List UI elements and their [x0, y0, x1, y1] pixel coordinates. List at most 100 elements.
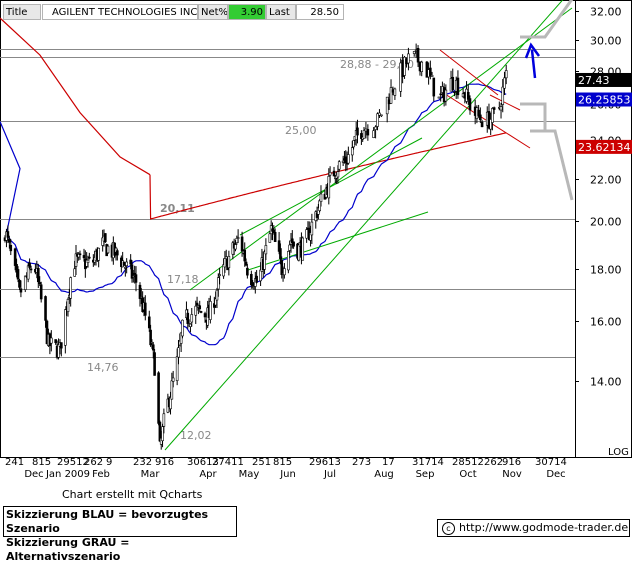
candle-body [153, 352, 156, 376]
x-month-label: Jul [323, 469, 336, 480]
candle-body [134, 274, 138, 283]
trend-channel-line [239, 137, 423, 236]
level-annotation: 14,76 [87, 361, 119, 374]
candle-body [140, 296, 143, 298]
candle-body [437, 96, 441, 99]
candle-body [181, 319, 184, 337]
copyright-icon: c [442, 521, 455, 535]
candle-body [479, 114, 482, 121]
candle-body [23, 275, 27, 290]
x-month-label: Aug [374, 469, 394, 480]
candle-body [341, 160, 345, 163]
trend-channel-line [247, 211, 429, 271]
x-day-label: 28512 [452, 457, 484, 468]
x-month-label: Mar [141, 469, 161, 480]
candle-body [280, 260, 284, 275]
x-day-label: 9 [106, 457, 112, 468]
candle-body [420, 61, 424, 72]
candle-body [372, 130, 375, 138]
candle-body [29, 268, 33, 271]
last-label: Last [266, 4, 296, 20]
level-annotation: 20,11 [160, 202, 195, 215]
candle-body [310, 221, 314, 236]
x-day-label: 30714 [535, 457, 567, 468]
candle-body [268, 233, 272, 243]
instrument-name: AGILENT TECHNOLOGIES INC [42, 4, 198, 20]
x-day-label: 241 [5, 457, 24, 468]
x-day-label: 27411 [212, 457, 244, 468]
candle-body [150, 341, 154, 344]
x-month-label: Nov [502, 469, 522, 480]
net-label: Net% [198, 4, 228, 20]
candle-body [36, 268, 40, 283]
candle-body [161, 426, 164, 442]
blue-scenario-arrowhead [524, 42, 541, 59]
candle-body [350, 147, 354, 156]
candle-body [243, 249, 247, 262]
last-value: 28.50 [296, 4, 344, 20]
candle-body [374, 126, 377, 130]
candle-body [287, 251, 290, 271]
candle-body [477, 109, 480, 116]
price-box [576, 92, 632, 107]
candle-body [54, 339, 57, 343]
candle-body [66, 299, 70, 312]
candle-body [429, 67, 432, 77]
candle-body [328, 171, 332, 176]
candle-body [215, 289, 219, 301]
y-tick-label: 14.00 [590, 376, 622, 389]
candle-body [69, 277, 72, 299]
x-month-label: May [239, 469, 260, 480]
candle-body [489, 119, 492, 130]
candle-body [251, 282, 254, 287]
candle-body [157, 372, 160, 424]
price-box [576, 72, 632, 87]
trend-channel-line [189, 7, 573, 291]
y-scale-label: LOG [608, 447, 629, 458]
candle-body [171, 377, 175, 382]
candle-body [240, 236, 244, 252]
candle-body [319, 193, 323, 202]
scenario-legend: Skizzierung BLAU = bevorzugtes Szenario … [3, 506, 237, 563]
website-link[interactable]: c http://www.godmode-trader.de [437, 519, 630, 537]
candle-body [198, 305, 202, 310]
candle-body [380, 114, 383, 117]
candle-body [250, 273, 253, 286]
level-annotation: 25,00 [285, 124, 317, 137]
x-day-label: 30613 [187, 457, 219, 468]
y-tick-label: 30.00 [590, 35, 622, 48]
candle-body [444, 89, 448, 102]
candle-body [218, 274, 221, 276]
candle-body [97, 247, 100, 261]
candle-body [169, 397, 172, 410]
candle-body [9, 244, 13, 252]
x-month-label: Dec [24, 469, 43, 480]
candle-body [189, 323, 192, 327]
candle-body [337, 161, 341, 170]
candle-body [283, 268, 286, 276]
candle-body [318, 200, 321, 211]
candle-body [246, 267, 249, 276]
candle-body [86, 259, 90, 263]
x-month-label: Jun [279, 469, 296, 480]
x-month-label: Dec [546, 469, 565, 480]
x-day-label: 232 [133, 457, 152, 468]
blue-scenario-arrow [530, 49, 537, 79]
grey-scenario-path [520, 102, 574, 201]
candle-body [6, 231, 10, 238]
candle-body [301, 237, 305, 261]
candle-body [124, 267, 127, 269]
website-url[interactable]: http://www.godmode-trader.de [459, 521, 629, 534]
price-box-label: 26.25853 [578, 94, 631, 107]
x-day-label: 273 [352, 457, 371, 468]
candle-body [491, 108, 494, 123]
candle-body [288, 244, 291, 251]
candle-body [480, 121, 484, 128]
candle-body [216, 277, 220, 290]
candle-body [18, 279, 21, 288]
candle-body [88, 256, 91, 259]
x-day-label: 815 [273, 457, 292, 468]
candle-body [13, 248, 17, 266]
candle-body [227, 256, 231, 269]
candle-body [235, 237, 239, 244]
